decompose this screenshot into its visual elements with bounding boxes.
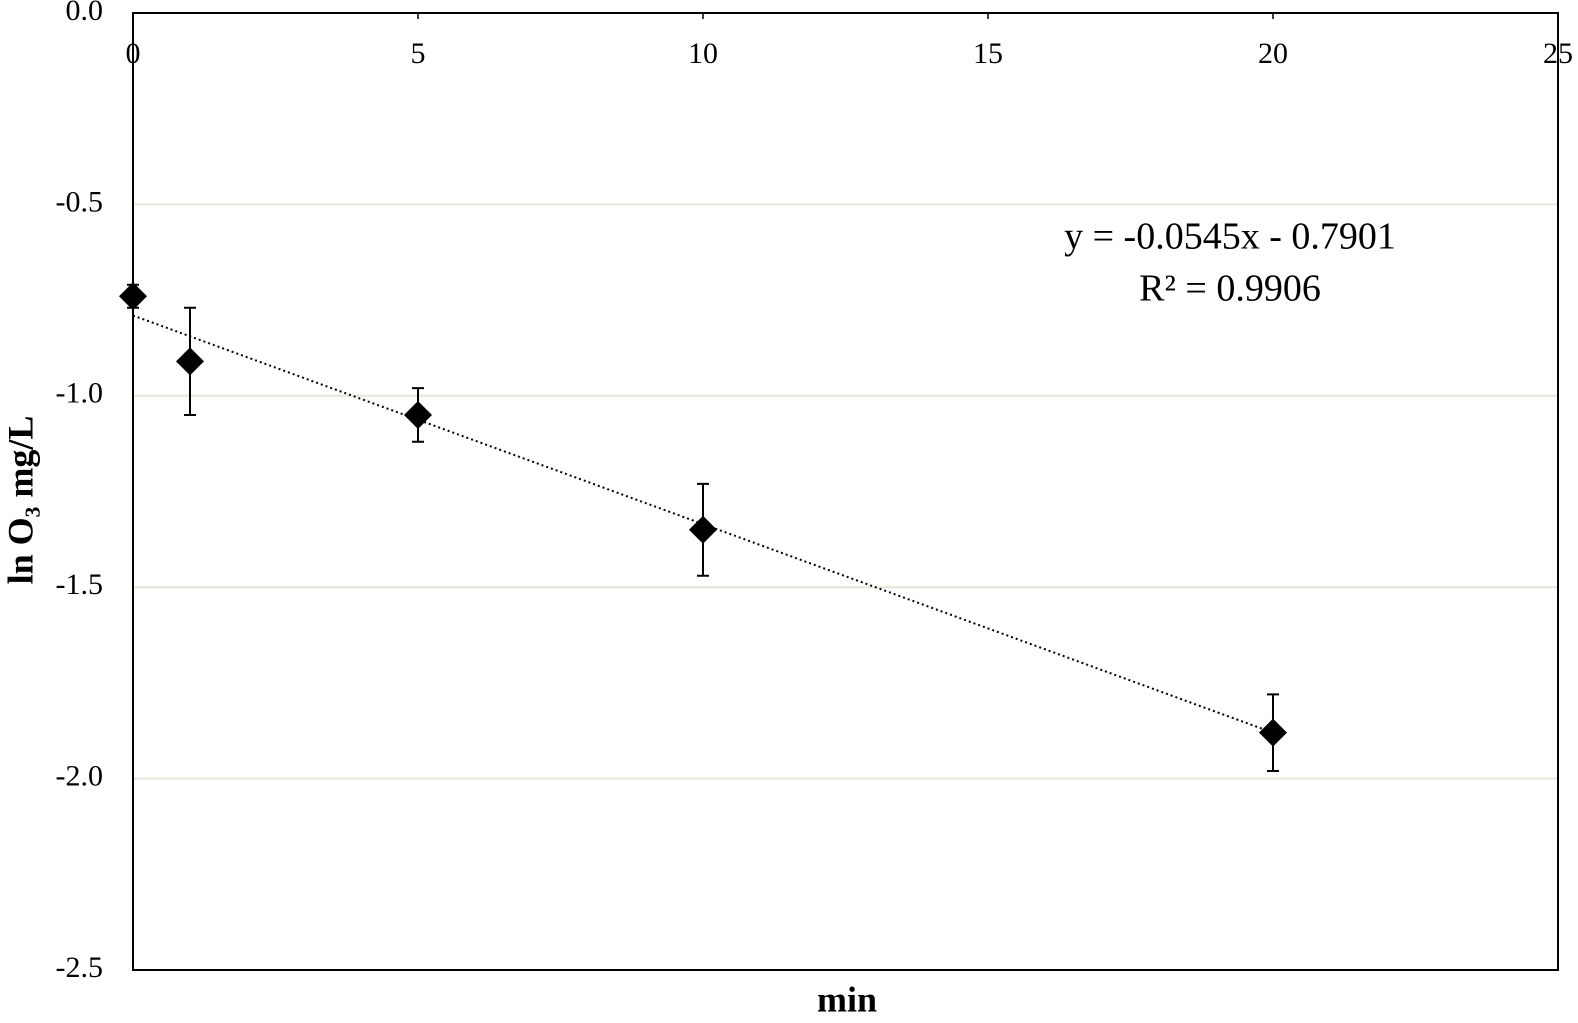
marker bbox=[404, 400, 432, 429]
x-tick-label: 20 bbox=[1258, 37, 1288, 70]
y-tick-label: 0.0 bbox=[66, 0, 104, 27]
x-tick-label: 0 bbox=[126, 37, 141, 70]
equation: y = -0.0545x - 0.7901 bbox=[1064, 216, 1396, 258]
marker bbox=[119, 282, 147, 311]
y-tick-label: -2.0 bbox=[56, 759, 104, 792]
x-tick-label: 5 bbox=[411, 37, 426, 70]
y-tick-label: -1.0 bbox=[56, 377, 104, 410]
y-tick-label: -0.5 bbox=[56, 185, 104, 218]
y-axis-label: ln O₃ mg/L bbox=[0, 416, 40, 585]
marker bbox=[1259, 718, 1287, 747]
r-squared: R² = 0.9906 bbox=[1139, 268, 1321, 310]
x-axis-label: min bbox=[817, 979, 877, 1019]
y-tick-label: -1.5 bbox=[56, 568, 104, 601]
marker bbox=[689, 515, 717, 544]
x-tick-label: 10 bbox=[688, 37, 718, 70]
y-tick-label: -2.5 bbox=[56, 951, 104, 984]
x-tick-label: 15 bbox=[973, 37, 1003, 70]
x-tick-label: 25 bbox=[1543, 37, 1573, 70]
plot-border bbox=[132, 12, 1559, 971]
marker bbox=[176, 347, 204, 376]
